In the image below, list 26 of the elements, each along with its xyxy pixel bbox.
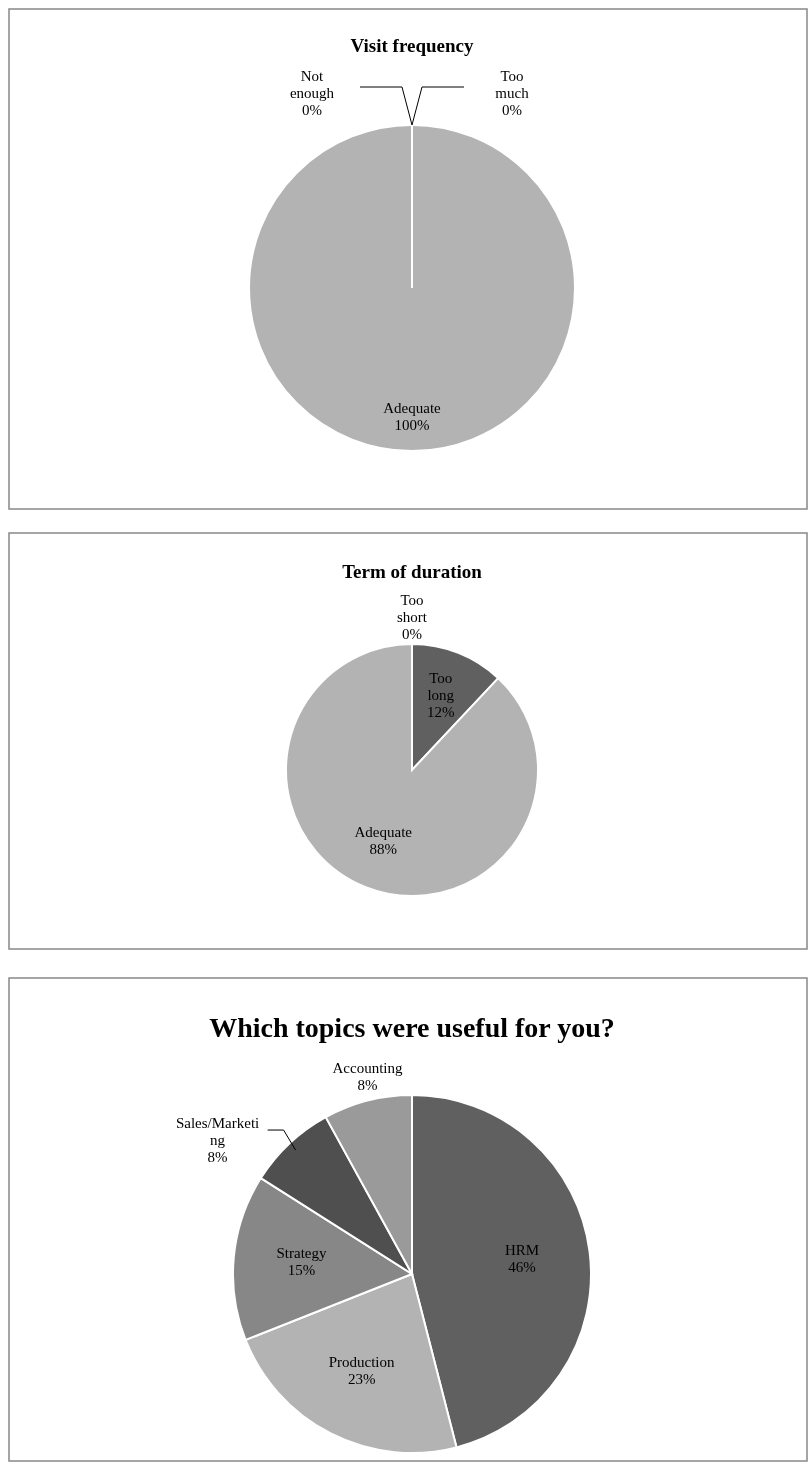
chart-title: Which topics were useful for you? <box>209 1012 615 1043</box>
text: 0% <box>302 102 322 119</box>
data-label: 100% <box>394 417 430 434</box>
data-label: 88% <box>369 841 397 858</box>
text: 0% <box>402 626 422 643</box>
slice-label: Production <box>328 1354 396 1371</box>
data-label: 23% <box>347 1371 376 1388</box>
category-label: Too short <box>397 592 427 626</box>
data-label: 12% <box>427 704 455 721</box>
data-label: 15% <box>287 1262 316 1279</box>
slice-label: Adequate <box>383 400 442 417</box>
slice-label: Strategy <box>276 1245 327 1262</box>
slice-label: Adequate <box>354 824 413 841</box>
slice-label: HRM <box>505 1242 540 1259</box>
slice-label: Sales/Marketing <box>175 1115 260 1149</box>
chart-title: Term of duration <box>342 561 483 582</box>
pie-slice <box>285 643 539 897</box>
text: 0% <box>502 102 522 119</box>
category-label: Not enough <box>289 68 335 102</box>
data-label: 8% <box>357 1077 378 1094</box>
data-label: 8% <box>207 1149 228 1166</box>
slice-label: Too long <box>427 670 455 704</box>
data-label: 46% <box>508 1259 536 1276</box>
category-label: Too much <box>495 68 529 102</box>
chart-title: Visit frequency <box>350 35 474 56</box>
slice-label: Accounting <box>332 1060 403 1077</box>
